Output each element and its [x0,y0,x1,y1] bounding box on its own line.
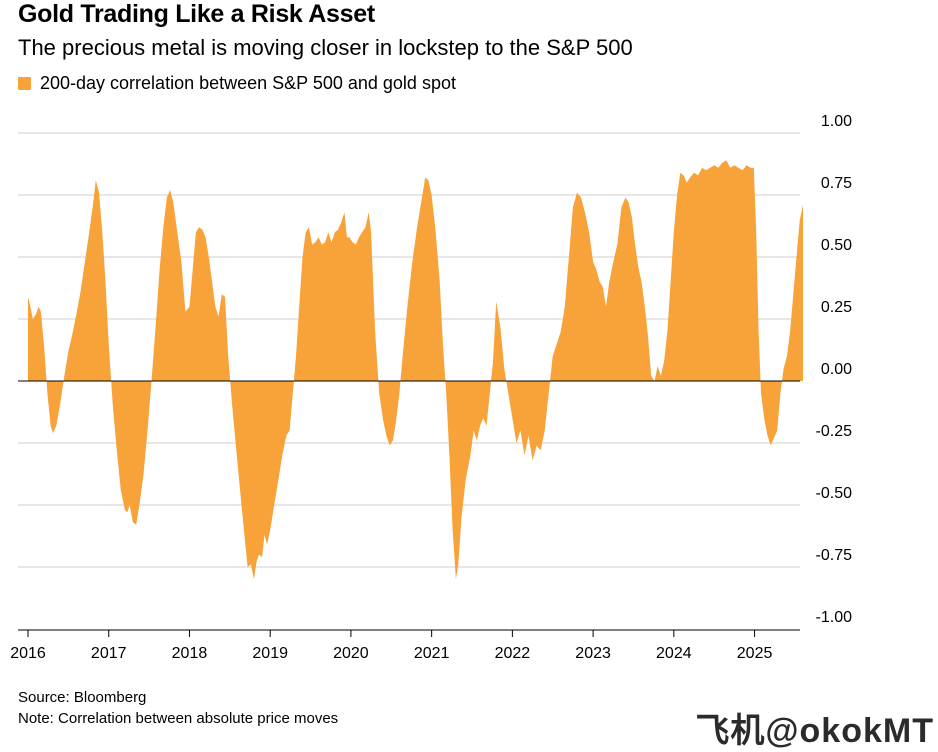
y-tick-label: 0.75 [821,175,852,192]
legend: 200-day correlation between S&P 500 and … [18,73,456,94]
y-tick-label: -0.75 [816,547,853,564]
y-axis-ticks: 1.00 0.75 0.50 0.25 0.00 -0.25 -0.50 -0.75 -1.00 [816,113,853,626]
watermark: 飞机@okokMT [695,712,934,750]
y-tick-label: 0.25 [821,299,852,316]
legend-label: 200-day correlation between S&P 500 and … [40,73,456,93]
footnote: Note: Correlation between absolute price… [18,710,339,727]
x-tick-label: 2017 [91,645,127,662]
x-axis-ticks: 2016 2017 2018 2019 2020 2021 2022 2023 2024 2025 [10,630,772,662]
y-tick-label: 0.00 [821,361,852,378]
source-note: Source: Bloomberg [18,689,147,706]
x-tick-label: 2024 [656,645,692,662]
legend-swatch [18,77,31,90]
x-tick-label: 2020 [333,645,369,662]
x-tick-label: 2019 [252,645,288,662]
chart-title: Gold Trading Like a Risk Asset [18,0,375,28]
x-tick-label: 2022 [495,645,531,662]
x-tick-label: 2021 [414,645,450,662]
y-tick-label: -0.25 [816,423,853,440]
y-tick-label: 0.50 [821,237,852,254]
y-tick-label: -1.00 [816,609,853,626]
x-tick-label: 2023 [575,645,611,662]
x-tick-label: 2018 [172,645,208,662]
y-tick-label: -0.50 [816,485,853,502]
x-tick-label: 2016 [10,645,46,662]
x-tick-label: 2025 [737,645,773,662]
chart-subtitle: The precious metal is moving closer in l… [18,35,633,60]
y-tick-label: 1.00 [821,113,852,130]
correlation-area [28,160,803,580]
